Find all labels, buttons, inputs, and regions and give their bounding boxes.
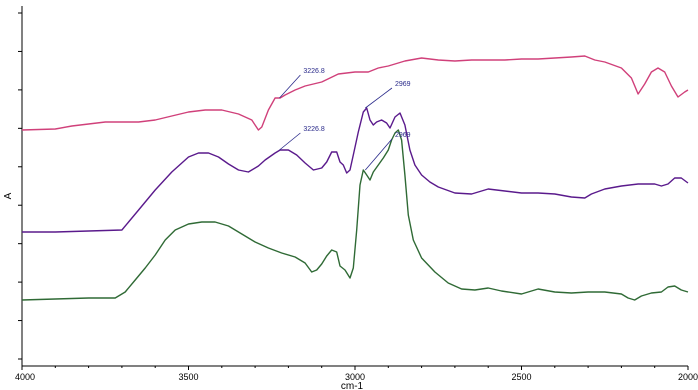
- x-axis-label: cm-1: [341, 381, 364, 390]
- annotation-leader: [279, 74, 301, 99]
- x-tick-label: 2500: [511, 372, 531, 382]
- x-tick-label: 3500: [178, 372, 198, 382]
- series-line-3: [21, 129, 689, 301]
- series-line-1: [21, 55, 689, 131]
- series-layer: [21, 55, 689, 301]
- x-tick-label: 3000: [345, 372, 365, 382]
- annotation-leader: [279, 132, 301, 151]
- annotation-label: 3226.8: [303, 126, 325, 133]
- x-tick-label: 2000: [678, 372, 698, 382]
- y-axis-label: A: [3, 192, 14, 199]
- annotation-label: 3226.8: [303, 68, 325, 75]
- annotation-label: 2969: [395, 81, 411, 88]
- x-tick-label: 4000: [15, 372, 35, 382]
- series-line-2: [22, 107, 689, 233]
- plot-area: 4000 3500 3000 2500 2000: [15, 6, 698, 382]
- annotation-label: 2969: [395, 132, 411, 139]
- annotation-leader: [365, 138, 393, 171]
- annotation-layer: 3226.8 2969 3226.8 2969: [279, 68, 411, 171]
- annotation-leader: [365, 87, 393, 109]
